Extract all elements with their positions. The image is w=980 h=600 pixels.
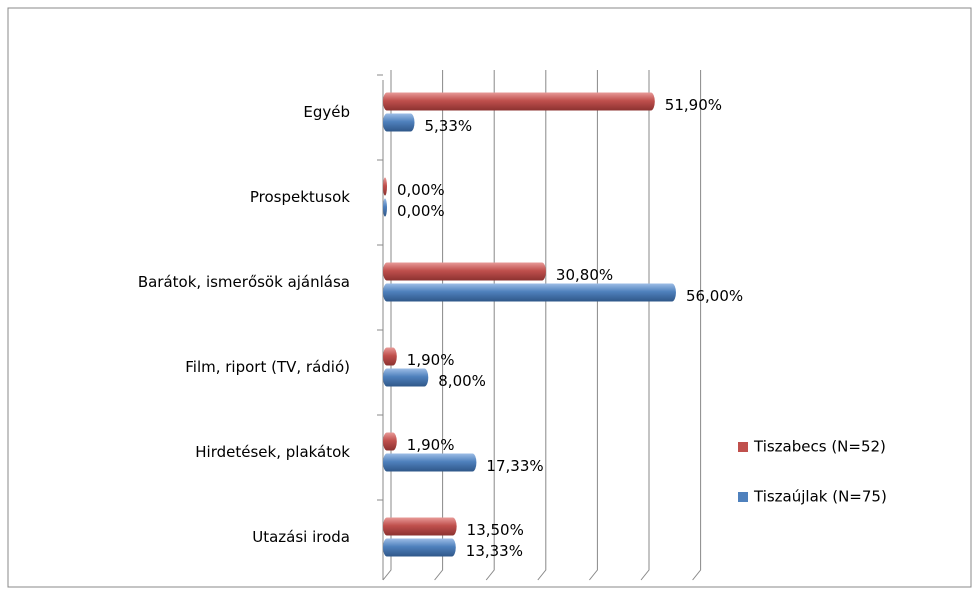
bar [383, 432, 397, 451]
data-label: 13,33% [466, 542, 523, 560]
data-label: 30,80% [556, 266, 613, 284]
grid-line [692, 70, 702, 581]
bar [383, 262, 546, 281]
data-label: 1,90% [407, 351, 455, 369]
grid-line [640, 70, 650, 581]
data-label: 51,90% [665, 96, 722, 114]
bar [383, 283, 676, 302]
grid-line [485, 70, 495, 581]
legend-label: Tiszaújlak (N=75) [753, 488, 887, 506]
bar [383, 517, 457, 536]
grid-line [589, 70, 598, 581]
grid-line [537, 70, 547, 581]
grid-line [434, 70, 444, 581]
legend-label: Tiszabecs (N=52) [753, 438, 886, 456]
data-label: 0,00% [397, 202, 445, 220]
y-tick-label: Hirdetések, plakátok [195, 443, 350, 461]
data-label: 8,00% [438, 372, 486, 390]
bar [383, 113, 415, 132]
y-tick-label: Egyéb [303, 103, 350, 121]
data-label: 1,90% [407, 436, 455, 454]
grid-line [382, 70, 392, 581]
bar [383, 368, 429, 387]
bar [383, 92, 655, 111]
y-tick-label: Utazási iroda [252, 528, 350, 546]
bar [383, 347, 397, 366]
data-label: 13,50% [467, 521, 524, 539]
data-label: 0,00% [397, 181, 445, 199]
bar [383, 177, 387, 196]
y-tick-label: Barátok, ismerősök ajánlása [138, 273, 350, 291]
data-label: 56,00% [686, 287, 743, 305]
data-label: 17,33% [486, 457, 543, 475]
bar [383, 198, 387, 217]
bar [383, 538, 456, 557]
bar [383, 453, 477, 472]
y-tick-label: Prospektusok [250, 188, 350, 206]
data-label: 5,33% [425, 117, 473, 135]
y-tick-label: Film, riport (TV, rádió) [185, 358, 350, 376]
legend-swatch [738, 492, 748, 502]
legend-swatch [738, 442, 748, 452]
